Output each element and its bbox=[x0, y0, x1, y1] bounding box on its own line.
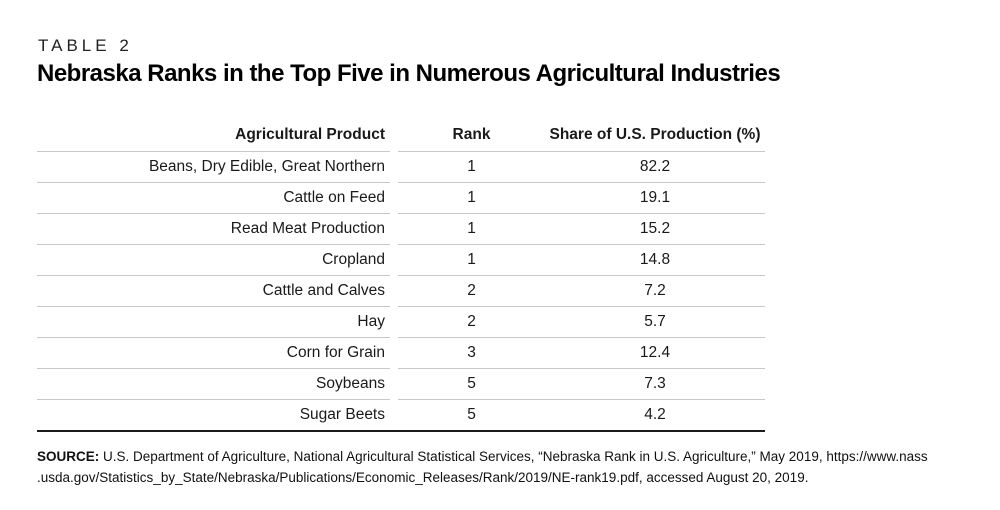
rank-cell: 1 bbox=[398, 213, 545, 245]
table-number-label: TABLE 2 bbox=[38, 36, 133, 55]
share-cell: 5.7 bbox=[545, 306, 765, 338]
source-text-line2: .usda.gov/Statistics_by_State/Nebraska/P… bbox=[37, 470, 809, 485]
table-row: Beans, Dry Edible, Great Northern 1 82.2 bbox=[37, 151, 765, 183]
table-title: Nebraska Ranks in the Top Five in Numero… bbox=[37, 60, 781, 87]
column-gap bbox=[390, 369, 398, 400]
column-gap bbox=[390, 183, 398, 214]
table-row: Corn for Grain 3 12.4 bbox=[37, 337, 765, 369]
table-header-row: Agricultural Product Rank Share of U.S. … bbox=[37, 116, 765, 152]
table-row: Cattle and Calves 2 7.2 bbox=[37, 275, 765, 307]
column-gap bbox=[390, 245, 398, 276]
rank-cell: 2 bbox=[398, 306, 545, 338]
product-cell: Beans, Dry Edible, Great Northern bbox=[37, 151, 390, 183]
product-cell: Soybeans bbox=[37, 368, 390, 400]
agricultural-rank-table: Agricultural Product Rank Share of U.S. … bbox=[37, 116, 765, 432]
table-header-rank: Rank bbox=[398, 116, 545, 152]
column-gap bbox=[390, 307, 398, 338]
source-note: SOURCE: U.S. Department of Agriculture, … bbox=[37, 446, 997, 488]
share-cell: 7.3 bbox=[545, 368, 765, 400]
product-cell: Cattle and Calves bbox=[37, 275, 390, 307]
column-gap bbox=[390, 338, 398, 369]
column-gap bbox=[390, 152, 398, 183]
column-gap bbox=[390, 214, 398, 245]
rank-cell: 1 bbox=[398, 244, 545, 276]
rank-cell: 3 bbox=[398, 337, 545, 369]
share-cell: 14.8 bbox=[545, 244, 765, 276]
table-row: Hay 2 5.7 bbox=[37, 306, 765, 338]
rank-cell: 2 bbox=[398, 275, 545, 307]
source-label: SOURCE: bbox=[37, 449, 100, 464]
share-cell: 82.2 bbox=[545, 151, 765, 183]
product-cell: Cropland bbox=[37, 244, 390, 276]
table-row: Cattle on Feed 1 19.1 bbox=[37, 182, 765, 214]
source-text-line1: U.S. Department of Agriculture, National… bbox=[103, 449, 928, 464]
table-row: Cropland 1 14.8 bbox=[37, 244, 765, 276]
product-cell: Cattle on Feed bbox=[37, 182, 390, 214]
share-cell: 4.2 bbox=[644, 406, 666, 423]
product-cell: Read Meat Production bbox=[37, 213, 390, 245]
table-body: Beans, Dry Edible, Great Northern 1 82.2 Ca… bbox=[37, 151, 765, 432]
share-cell: 15.2 bbox=[545, 213, 765, 245]
rank-cell: 5 bbox=[398, 368, 545, 400]
product-cell: Sugar Beets bbox=[299, 406, 385, 423]
table-row: Soybeans 5 7.3 bbox=[37, 368, 765, 400]
table-header-share: Share of U.S. Production (%) bbox=[545, 116, 765, 152]
rank-cell: 1 bbox=[398, 182, 545, 214]
share-cell: 19.1 bbox=[545, 182, 765, 214]
table-row: Read Meat Production 1 15.2 bbox=[37, 213, 765, 245]
share-cell: 7.2 bbox=[545, 275, 765, 307]
rank-cell: 1 bbox=[398, 151, 545, 183]
table-header-product: Agricultural Product bbox=[37, 116, 390, 152]
table-row: Sugar Beets 5 4.2 bbox=[37, 400, 765, 432]
column-gap bbox=[390, 116, 398, 152]
rank-cell: 5 bbox=[467, 406, 476, 423]
column-gap bbox=[390, 276, 398, 307]
product-cell: Hay bbox=[37, 306, 390, 338]
product-cell: Corn for Grain bbox=[37, 337, 390, 369]
share-cell: 12.4 bbox=[545, 337, 765, 369]
column-gap bbox=[390, 400, 398, 432]
